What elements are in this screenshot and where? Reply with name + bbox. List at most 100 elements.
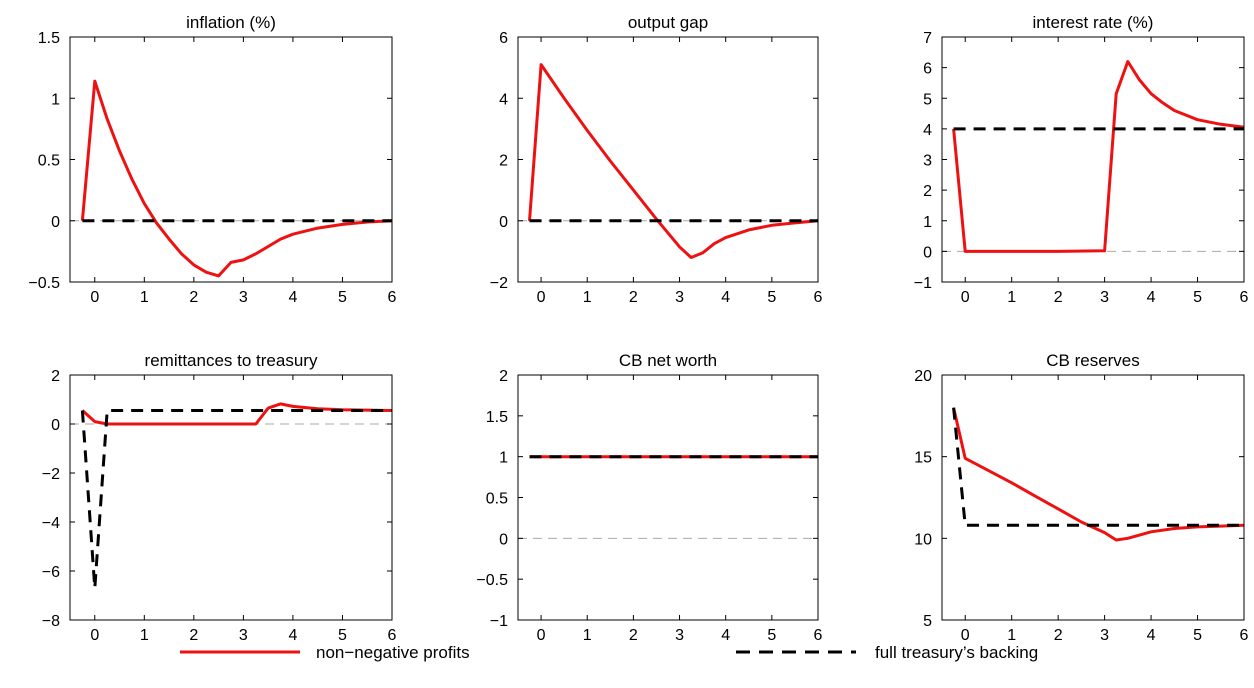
- x-tick-label: 2: [629, 289, 638, 306]
- series-full-line: [80, 409, 392, 590]
- x-tick-label: 3: [239, 627, 248, 644]
- panel-5: CB reserves 0 1 2 3 4 5 6 5 10 15 20: [914, 351, 1248, 644]
- y-tick-label: 20: [914, 368, 932, 385]
- x-tick-label: 5: [767, 289, 776, 306]
- y-tick-label: 1: [923, 214, 932, 231]
- y-tick-label: 15: [914, 450, 932, 467]
- x-tick-label: 5: [1193, 627, 1202, 644]
- panel-title: CB net worth: [619, 351, 717, 370]
- y-tick-label: 4: [923, 122, 932, 139]
- x-tick-label: 4: [1147, 289, 1156, 306]
- y-tick-label: 0: [499, 531, 508, 548]
- x-tick-label: 6: [1240, 289, 1249, 306]
- panel-title: inflation (%): [186, 13, 276, 32]
- y-tick-label: −1: [914, 275, 932, 292]
- y-tick-label: 10: [914, 531, 932, 548]
- x-tick-label: 0: [90, 289, 99, 306]
- x-tick-label: 2: [1054, 627, 1063, 644]
- plot-frame: [517, 36, 819, 283]
- x-tick-label: 0: [961, 627, 970, 644]
- x-tick-label: 1: [1007, 627, 1016, 644]
- y-tick-label: 0: [923, 244, 932, 261]
- x-tick-label: 4: [288, 289, 297, 306]
- y-tick-label: 0: [51, 214, 60, 231]
- panel-title: CB reserves: [1046, 351, 1140, 370]
- y-tick-label: −0.5: [476, 572, 508, 589]
- x-tick-label: 2: [189, 289, 198, 306]
- series-nonneg-line: [81, 402, 393, 426]
- legend-label-nonneg: non−negative profits: [316, 643, 470, 662]
- x-tick-label: 4: [1147, 627, 1156, 644]
- x-tick-label: 0: [961, 289, 970, 306]
- x-tick-label: 6: [388, 289, 397, 306]
- y-tick-label: 6: [499, 30, 508, 47]
- x-tick-label: 6: [814, 627, 823, 644]
- x-tick-label: 3: [1100, 289, 1109, 306]
- x-tick-label: 1: [140, 627, 149, 644]
- panel-2: interest rate (%) 0 1 2 3 4 5 6 −1 0 1 2 3 4 5 6 7: [914, 13, 1249, 306]
- panel-title: remittances to treasury: [145, 351, 318, 370]
- y-tick-label: −0.5: [28, 275, 60, 292]
- y-tick-label: 2: [499, 153, 508, 170]
- y-tick-label: −4: [42, 515, 60, 532]
- y-tick-label: 5: [923, 613, 932, 630]
- y-tick-label: 7: [923, 30, 932, 47]
- y-tick-label: 0: [51, 417, 60, 434]
- y-tick-label: 3: [923, 153, 932, 170]
- legend-entry-full: full treasury’s backing: [736, 643, 1038, 662]
- legend-entry-nonneg: non−negative profits: [180, 643, 470, 662]
- x-tick-label: 4: [721, 289, 730, 306]
- series-nonneg-line: [528, 63, 819, 259]
- panel-title: interest rate (%): [1033, 13, 1154, 32]
- legend: non−negative profits full treasury’s bac…: [180, 643, 1038, 662]
- y-tick-label: 1.5: [486, 409, 508, 426]
- y-tick-label: −2: [490, 275, 508, 292]
- panel-title: output gap: [628, 13, 708, 32]
- x-tick-label: 4: [288, 627, 297, 644]
- series-full-line: [952, 407, 1244, 527]
- plot-frame: [941, 36, 1245, 283]
- x-tick-label: 3: [675, 627, 684, 644]
- plot-frame: [941, 374, 1245, 621]
- x-tick-label: 6: [1240, 627, 1249, 644]
- y-tick-label: −8: [42, 613, 60, 630]
- panel-0: inflation (%) 0 1 2 3 4 5 6 −0.5 0 0.5 1 1.5: [28, 13, 396, 306]
- x-tick-label: 3: [675, 289, 684, 306]
- series-nonneg-line: [952, 407, 1245, 542]
- x-tick-label: 6: [388, 627, 397, 644]
- x-tick-label: 0: [537, 289, 546, 306]
- y-tick-label: 5: [923, 91, 932, 108]
- x-tick-label: 1: [1007, 289, 1016, 306]
- y-tick-label: 0.5: [38, 153, 60, 170]
- x-tick-label: 1: [583, 627, 592, 644]
- y-tick-label: 4: [499, 91, 508, 108]
- plot-frame: [69, 374, 393, 621]
- y-tick-label: −2: [42, 466, 60, 483]
- series-nonneg-line: [952, 60, 1245, 253]
- x-tick-label: 1: [140, 289, 149, 306]
- legend-label-full: full treasury’s backing: [875, 643, 1038, 662]
- x-tick-label: 2: [1054, 289, 1063, 306]
- x-tick-label: 2: [629, 627, 638, 644]
- plot-frame: [69, 36, 393, 283]
- x-tick-label: 0: [537, 627, 546, 644]
- x-tick-label: 4: [721, 627, 730, 644]
- panel-1: output gap 0 1 2 3 4 5 6 −2 0 2 4 6: [490, 13, 823, 306]
- y-tick-label: −1: [490, 613, 508, 630]
- panel-4: CB net worth 0 1 2 3 4 5 6 −1 −0.5 0 0.5 1 1.5 2: [476, 351, 822, 644]
- y-tick-label: 2: [923, 183, 932, 200]
- panel-3: remittances to treasury 0 1 2 3 4 5 6 −8 −6 −4 −2 0 2: [42, 351, 397, 644]
- x-tick-label: 5: [1193, 289, 1202, 306]
- panels: inflation (%) 0 1 2 3 4 5 6 −0.5 0 0.5 1 1.5 output g…: [28, 13, 1248, 644]
- y-tick-label: −6: [42, 564, 60, 581]
- y-tick-label: 1: [499, 450, 508, 467]
- x-tick-label: 5: [338, 289, 347, 306]
- y-tick-label: 0: [499, 214, 508, 231]
- x-tick-label: 3: [239, 289, 248, 306]
- x-tick-label: 5: [338, 627, 347, 644]
- x-tick-label: 5: [767, 627, 776, 644]
- y-tick-label: 6: [923, 61, 932, 78]
- y-tick-label: 2: [51, 368, 60, 385]
- plot-frame: [517, 374, 819, 621]
